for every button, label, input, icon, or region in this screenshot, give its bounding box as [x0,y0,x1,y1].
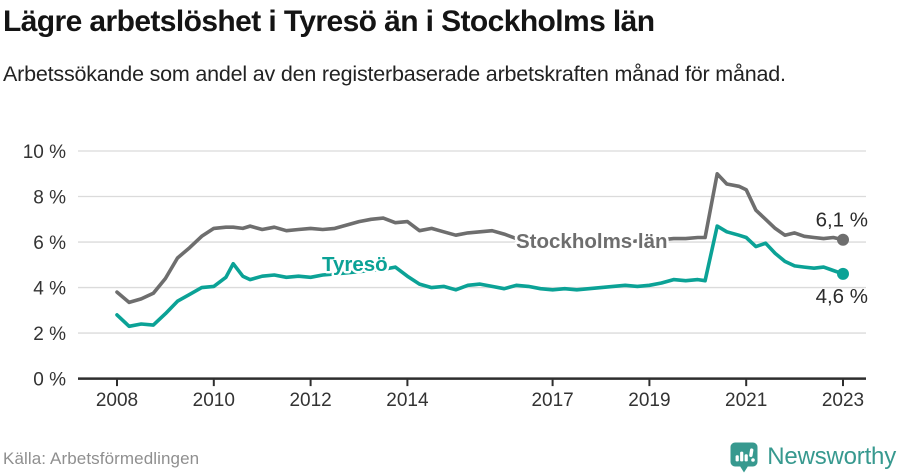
y-tick-label: 2 % [33,324,66,345]
x-tick-label: 2010 [193,390,235,411]
series-label-stockholms-lan: Stockholms län [516,230,668,253]
y-tick-label: 8 % [33,188,66,209]
series-end-dot-tyreso [837,267,849,280]
y-tick-label: 6 % [33,233,66,254]
x-tick-label: 2017 [531,390,573,411]
source-attribution: Källa: Arbetsförmedlingen [3,449,200,468]
x-tick-label: 2023 [822,390,864,411]
y-tick-label: 4 % [33,279,66,300]
newsworthy-icon [730,442,758,472]
end-value-label-tyreso: 4,6 % [816,285,868,308]
series-end-dot-stockholms-lan [837,233,849,246]
series-label-tyreso: Tyresö [322,253,388,276]
newsworthy-wordmark: Newsworthy [767,443,896,470]
x-tick-label: 2014 [386,390,429,411]
series-line-stockholms-lan [115,172,845,305]
series-line-tyreso [115,224,845,329]
x-tick-label: 2012 [289,390,331,411]
end-value-label-stockholms-lan: 6,1 % [816,208,868,231]
x-tick-label: 2008 [96,390,138,411]
newsworthy-logo: Newsworthy [730,441,896,473]
y-tick-label: 10 % [23,142,66,163]
y-tick-label: 0 % [33,370,66,391]
chart-subtitle: Arbetssökande som andel av den registerb… [3,62,786,86]
chart-title: Lägre arbetslöshet i Tyresö än i Stockho… [3,5,655,38]
x-tick-label: 2021 [725,390,767,411]
x-tick-label: 2019 [628,390,670,411]
